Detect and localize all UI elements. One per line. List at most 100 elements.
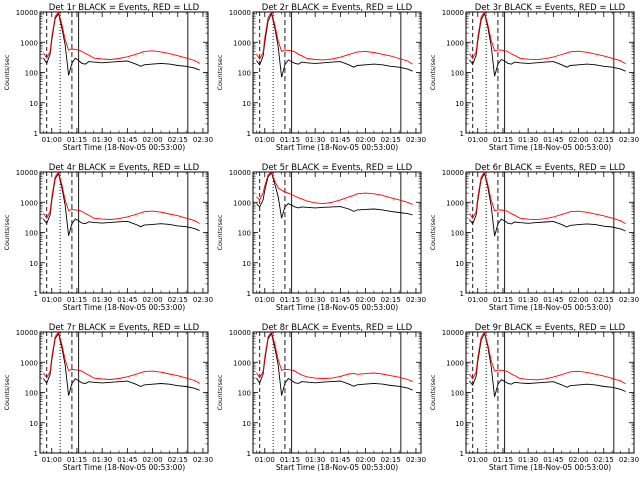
y-tick-label: 10000: [16, 169, 38, 177]
x-tick-label: 01:15: [280, 136, 300, 144]
plot-frame: [252, 171, 422, 294]
plot-frame: [39, 331, 209, 454]
x-tick-label: 02:00: [568, 456, 588, 464]
y-tick-label: 10000: [229, 9, 251, 17]
y-tick-label: 1: [247, 290, 251, 298]
x-tick-label: 02:15: [381, 296, 401, 304]
y-tick-label: 1: [460, 450, 464, 458]
lld-series-line: [469, 332, 626, 385]
lld-series-line: [256, 172, 413, 205]
x-tick-label: 02:30: [619, 296, 639, 304]
panel-3: Det 3r BLACK = Events, RED = LLD Counts/s…: [429, 3, 639, 152]
y-tick-label: 10: [455, 420, 464, 428]
x-tick-label: 01:00: [42, 136, 62, 144]
y-tick-label: 1000: [20, 359, 38, 367]
y-tick-label: 100: [25, 70, 38, 78]
panel-title: Det 6r BLACK = Events, RED = LLD: [475, 163, 626, 173]
y-axis-label: Counts/sec: [3, 54, 11, 90]
panel-9: Det 9r BLACK = Events, RED = LLD Counts/s…: [429, 323, 639, 472]
events-series-line: [43, 332, 200, 396]
x-tick-label: 01:30: [92, 136, 112, 144]
x-axis-label: Start Time (18-Nov-05 00:53:00): [63, 143, 185, 152]
y-axis-label: Counts/sec: [216, 214, 224, 250]
panel-title: Det 1r BLACK = Events, RED = LLD: [49, 3, 200, 13]
panel-5: Det 5r BLACK = Events, RED = LLD Counts/s…: [216, 163, 426, 312]
events-series-line: [43, 12, 200, 76]
x-tick-label: 01:15: [67, 456, 87, 464]
y-axis-label: Counts/sec: [216, 54, 224, 90]
y-tick-label: 1000: [446, 359, 464, 367]
x-tick-label: 01:15: [280, 296, 300, 304]
x-tick-label: 01:30: [92, 456, 112, 464]
x-tick-label: 01:30: [92, 296, 112, 304]
x-tick-label: 02:00: [355, 136, 375, 144]
y-tick-label: 10000: [16, 329, 38, 337]
y-tick-label: 10000: [229, 169, 251, 177]
x-tick-label: 02:00: [142, 296, 162, 304]
x-tick-label: 01:00: [255, 296, 275, 304]
y-tick-label: 1000: [233, 199, 251, 207]
y-tick-label: 10: [29, 100, 38, 108]
y-tick-label: 10000: [442, 9, 464, 17]
y-tick-label: 100: [238, 70, 251, 78]
y-tick-label: 1000: [20, 199, 38, 207]
x-tick-label: 01:45: [117, 136, 137, 144]
x-axis-label: Start Time (18-Nov-05 00:53:00): [63, 303, 185, 312]
y-tick-label: 1: [34, 450, 38, 458]
x-tick-label: 02:30: [619, 456, 639, 464]
plot-frame: [252, 331, 422, 454]
x-tick-label: 01:45: [117, 456, 137, 464]
x-tick-label: 01:15: [493, 456, 513, 464]
x-axis-label: Start Time (18-Nov-05 00:53:00): [276, 463, 398, 472]
x-tick-label: 01:30: [305, 296, 325, 304]
panel-title: Det 3r BLACK = Events, RED = LLD: [475, 3, 626, 13]
x-tick-label: 01:30: [305, 456, 325, 464]
y-tick-label: 1000: [233, 39, 251, 47]
x-axis-label: Start Time (18-Nov-05 00:53:00): [276, 143, 398, 152]
y-tick-label: 10: [455, 100, 464, 108]
x-tick-label: 02:30: [406, 136, 426, 144]
y-tick-label: 100: [238, 230, 251, 238]
events-series-line: [256, 332, 413, 396]
lld-series-line: [43, 332, 200, 384]
y-tick-label: 100: [238, 390, 251, 398]
lld-series-line: [469, 172, 626, 225]
y-tick-label: 1000: [20, 39, 38, 47]
x-tick-label: 02:00: [355, 296, 375, 304]
x-tick-label: 02:30: [193, 136, 213, 144]
x-tick-label: 01:00: [42, 296, 62, 304]
lld-series-line: [469, 12, 626, 65]
x-tick-label: 01:45: [330, 296, 350, 304]
events-series-line: [469, 172, 626, 237]
events-series-line: [256, 12, 413, 78]
x-axis-label: Start Time (18-Nov-05 00:53:00): [276, 303, 398, 312]
events-series-line: [469, 12, 626, 77]
panel-title: Det 4r BLACK = Events, RED = LLD: [49, 163, 200, 173]
y-tick-label: 10000: [442, 169, 464, 177]
y-tick-label: 10: [242, 100, 251, 108]
x-tick-label: 02:15: [168, 456, 188, 464]
x-tick-label: 01:00: [255, 136, 275, 144]
x-tick-label: 02:30: [193, 456, 213, 464]
lld-series-line: [256, 12, 413, 65]
x-tick-label: 01:45: [543, 136, 563, 144]
x-tick-label: 01:15: [67, 296, 87, 304]
lld-series-line: [256, 332, 413, 383]
y-tick-label: 1000: [446, 199, 464, 207]
y-axis-label: Counts/sec: [3, 214, 11, 250]
x-tick-label: 01:15: [67, 136, 87, 144]
panel-6: Det 6r BLACK = Events, RED = LLD Counts/s…: [429, 163, 639, 312]
x-tick-label: 02:30: [193, 296, 213, 304]
x-tick-label: 01:30: [518, 136, 538, 144]
panel-4: Det 4r BLACK = Events, RED = LLD Counts/s…: [3, 163, 213, 312]
x-axis-label: Start Time (18-Nov-05 00:53:00): [489, 303, 611, 312]
x-tick-label: 02:30: [406, 456, 426, 464]
y-tick-label: 10: [242, 420, 251, 428]
y-tick-label: 100: [451, 70, 464, 78]
panel-title: Det 7r BLACK = Events, RED = LLD: [49, 323, 200, 333]
plot-frame: [39, 11, 209, 134]
x-tick-label: 02:30: [406, 296, 426, 304]
y-axis-label: Counts/sec: [3, 374, 11, 410]
events-series-line: [256, 172, 413, 219]
